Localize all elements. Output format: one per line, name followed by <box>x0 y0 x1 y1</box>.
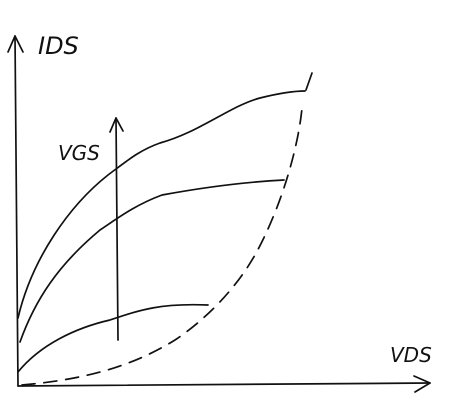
x-axis-arrowhead <box>413 375 431 393</box>
x-axis-label: VDS <box>390 343 432 367</box>
vgs-arrow-label: VGS <box>58 141 100 165</box>
y-axis-arrowhead <box>7 35 24 53</box>
saturation-boundary-dashed-curve <box>21 107 303 386</box>
vgs-arrow-shaft <box>115 117 119 341</box>
y-axis <box>14 35 19 387</box>
x-axis <box>17 382 431 387</box>
curve-high-vgs <box>17 90 306 319</box>
vgs-arrow-head-icon <box>109 117 124 133</box>
curve-mid-vgs <box>19 179 285 343</box>
saturation-boundary-tick <box>305 72 313 91</box>
curve-low-vgs <box>17 303 209 373</box>
y-axis-label: IDS <box>38 32 79 60</box>
